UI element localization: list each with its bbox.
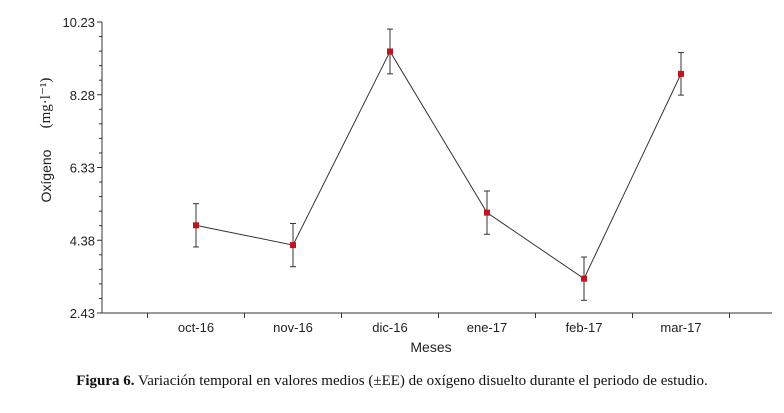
- data-series: [193, 28, 684, 301]
- x-tick-label: mar-17: [660, 320, 701, 335]
- x-axis-title: Meses: [410, 339, 451, 355]
- data-point: [193, 222, 199, 229]
- x-ticks: oct-16 nov-16 dic-16 ene-17 feb-17 mar-17: [147, 313, 730, 335]
- x-tick-label: oct-16: [178, 320, 214, 335]
- y-tick-label: 10.23: [62, 15, 95, 30]
- y-tick-label: 8.28: [70, 88, 95, 103]
- data-point: [678, 70, 684, 77]
- y-axis-title-group: Oxígeno (mg·l⁻¹): [38, 78, 54, 203]
- y-axis-title: Oxígeno: [38, 149, 54, 202]
- y-axis-unit: (mg·l⁻¹): [38, 78, 54, 129]
- data-point: [387, 48, 393, 55]
- y-ticks: 2.43 4.38 6.33 8.28 10.23: [62, 15, 102, 321]
- y-tick-label: 6.33: [70, 161, 95, 176]
- data-point: [581, 275, 587, 282]
- x-tick-label: nov-16: [273, 320, 313, 335]
- caption-text: Variación temporal en valores medios (±E…: [134, 373, 708, 389]
- data-point: [290, 242, 296, 249]
- data-point: [484, 209, 490, 216]
- x-tick-label: feb-17: [566, 320, 603, 335]
- caption-label: Figura 6.: [76, 373, 135, 389]
- chart: 2.43 4.38 6.33 8.28 10.23 oct-16 nov-16 dic-16…: [38, 15, 772, 355]
- series-line: [195, 50, 682, 280]
- x-tick-label: dic-16: [372, 320, 407, 335]
- chart-axes: [101, 22, 772, 314]
- y-tick-label: 4.38: [70, 233, 95, 248]
- figure-caption: Figura 6. Variación temporal en valores …: [0, 373, 784, 390]
- x-tick-label: ene-17: [467, 320, 507, 335]
- y-tick-label: 2.43: [70, 306, 95, 321]
